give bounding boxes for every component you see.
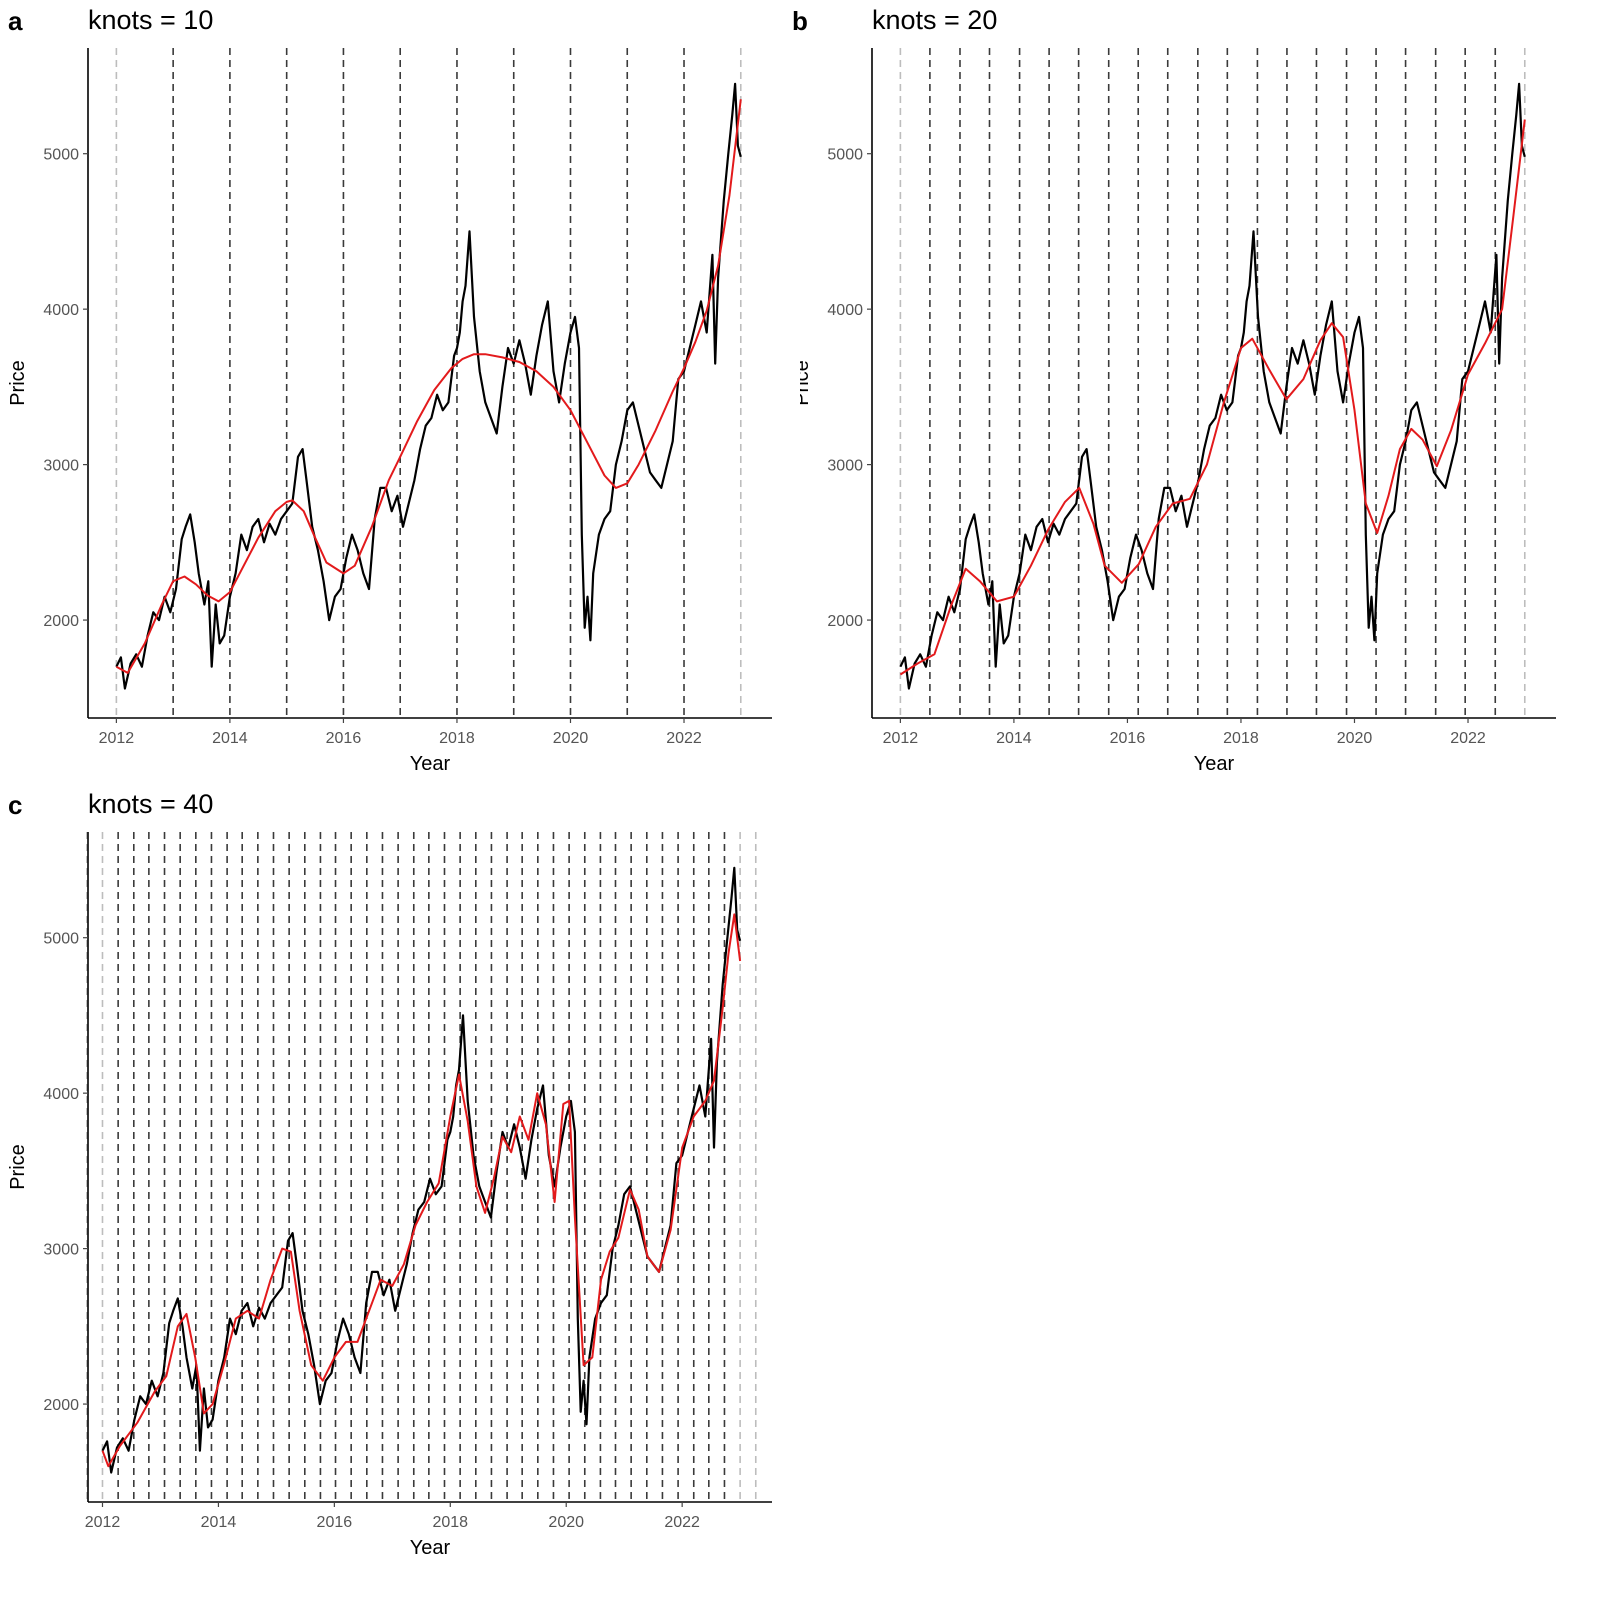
chart-svg: 2012 2014 2016 2018 2020 2022 2000 3000 4000 5000… (7, 48, 772, 775)
x-axis-title: Year (410, 753, 451, 775)
price-series-line (899, 82, 1526, 690)
y-tick-label: 4000 (43, 302, 79, 319)
y-tick-label: 3000 (827, 458, 863, 475)
y-axis-title: Price (7, 1144, 29, 1190)
y-tick-label: 5000 (43, 147, 79, 164)
x-tick-label: 2022 (666, 730, 702, 747)
y-tick-label: 2000 (43, 613, 79, 630)
spline-fit-line (115, 99, 742, 674)
x-axis-title: Year (410, 1537, 451, 1559)
chart-svg: 2012 2014 2016 2018 2020 2022 2000 3000 4000 5000… (7, 832, 772, 1559)
x-axis-title: Year (1194, 753, 1235, 775)
y-tick-label: 5000 (43, 931, 79, 948)
panel-letter: c (8, 790, 23, 820)
x-tick-label: 2018 (432, 1514, 468, 1531)
chart-svg: 2012 2014 2016 2018 2020 2022 2000 3000 4000 5000… (800, 48, 1556, 775)
price-series-line (101, 866, 742, 1474)
panel-letter: b (792, 6, 808, 36)
chart-title: knots = 20 (872, 5, 998, 35)
chart-title: knots = 10 (88, 5, 214, 35)
x-tick-label: 2014 (996, 730, 1032, 747)
x-tick-label: 2012 (99, 730, 135, 747)
x-tick-label: 2016 (317, 1514, 353, 1531)
y-tick-label: 3000 (43, 1242, 79, 1259)
x-tick-label: 2022 (664, 1514, 700, 1531)
chart-panel-b: b knots = 20 2012 2014 2016 2018 2020 2022 200… (792, 0, 1600, 800)
y-axis-title: Price (7, 360, 29, 406)
knot-lines (899, 48, 1526, 718)
chart-panel-a: a knots = 10 2012 2014 2016 2018 2020 2022 200… (0, 0, 800, 800)
x-tick-label: 2014 (212, 730, 248, 747)
knot-lines (86, 832, 757, 1502)
chart-panel-c: c knots = 40 2012 2014 2016 2018 2020 2022 200… (0, 784, 800, 1584)
panel-letter: a (8, 6, 23, 36)
spline-fit-line (101, 913, 742, 1468)
chart-title: knots = 40 (88, 789, 214, 819)
y-tick-label: 3000 (43, 458, 79, 475)
x-tick-label: 2012 (85, 1514, 121, 1531)
x-tick-label: 2022 (1450, 730, 1486, 747)
x-tick-label: 2020 (553, 730, 589, 747)
x-tick-label: 2016 (1110, 730, 1146, 747)
x-tick-label: 2018 (439, 730, 475, 747)
y-axis-title: Price (800, 360, 813, 406)
x-tick-label: 2012 (883, 730, 919, 747)
spline-fit-line (899, 119, 1526, 676)
x-tick-label: 2020 (548, 1514, 584, 1531)
knot-lines (115, 48, 742, 718)
x-tick-label: 2020 (1337, 730, 1373, 747)
y-tick-label: 5000 (827, 147, 863, 164)
x-tick-label: 2018 (1223, 730, 1259, 747)
y-tick-label: 2000 (827, 613, 863, 630)
y-tick-label: 4000 (43, 1086, 79, 1103)
price-series-line (115, 82, 742, 690)
y-tick-label: 2000 (43, 1397, 79, 1414)
y-tick-label: 4000 (827, 302, 863, 319)
x-tick-label: 2016 (326, 730, 362, 747)
x-tick-label: 2014 (201, 1514, 237, 1531)
